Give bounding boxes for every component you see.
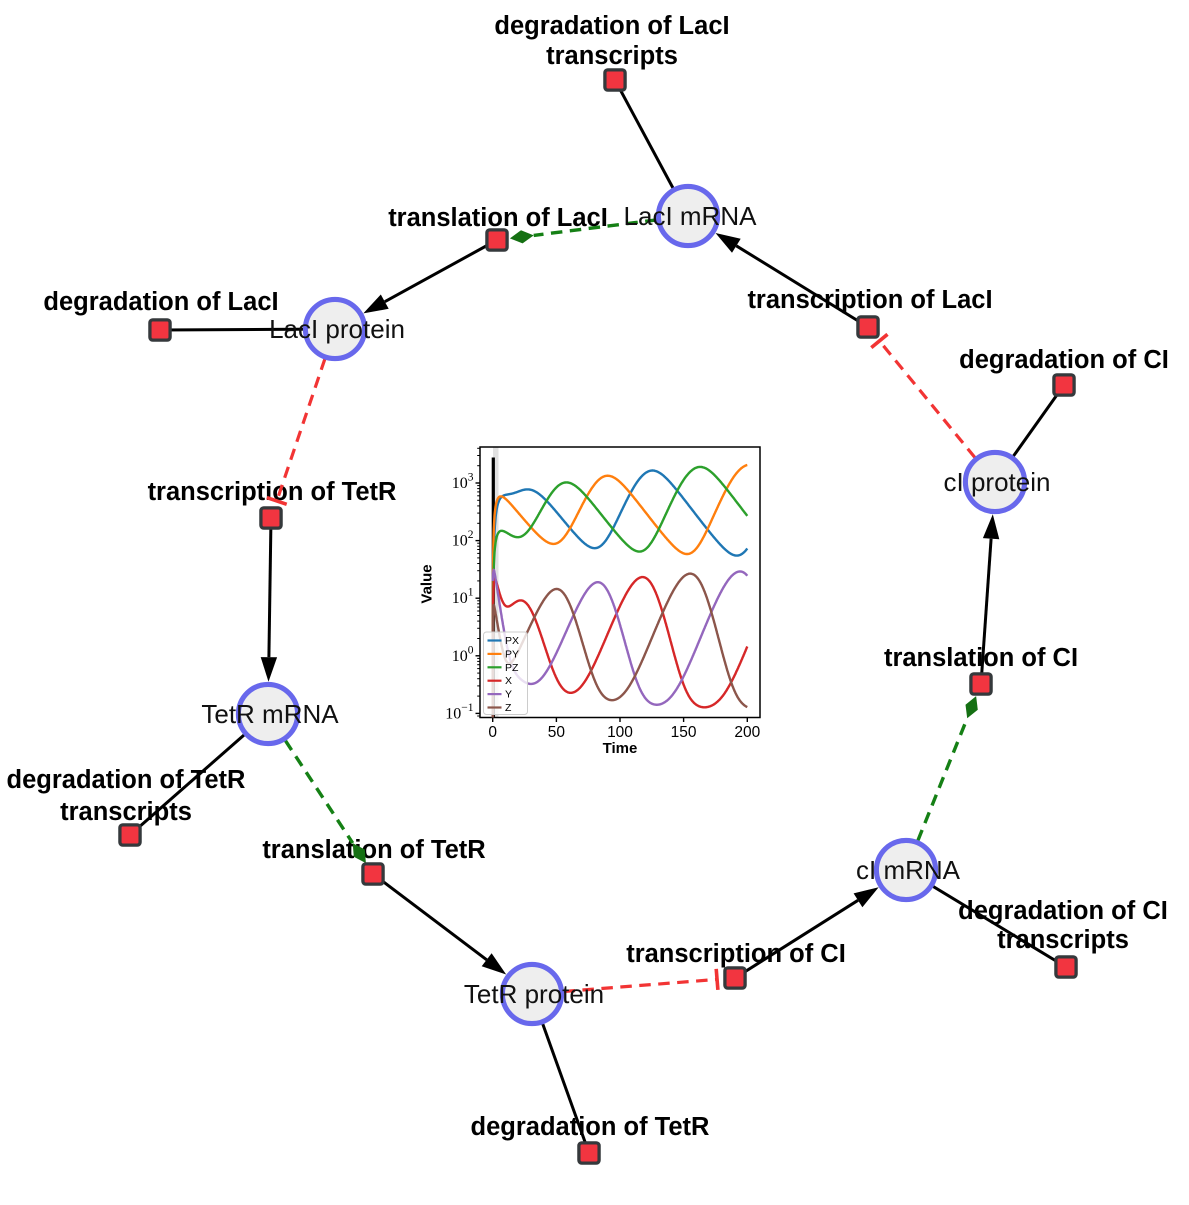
svg-text:LacI mRNA: LacI mRNA: [624, 201, 758, 231]
svg-text:transcripts: transcripts: [60, 798, 192, 826]
svg-text:PY: PY: [505, 648, 519, 660]
svg-text:PZ: PZ: [505, 662, 519, 674]
svg-text:103: 103: [452, 472, 474, 493]
svg-text:translation of TetR: translation of TetR: [262, 836, 485, 864]
svg-text:degradation of LacI: degradation of LacI: [43, 288, 278, 316]
svg-text:TetR mRNA: TetR mRNA: [201, 699, 339, 729]
svg-text:transcripts: transcripts: [997, 926, 1129, 954]
svg-text:cI mRNA: cI mRNA: [856, 855, 961, 885]
svg-text:transcription of CI: transcription of CI: [626, 940, 846, 968]
svg-text:cI protein: cI protein: [944, 467, 1051, 497]
svg-text:101: 101: [452, 587, 474, 608]
svg-text:Z: Z: [505, 702, 512, 714]
svg-text:transcription of LacI: transcription of LacI: [747, 286, 992, 314]
svg-text:translation of LacI: translation of LacI: [388, 204, 608, 232]
svg-text:degradation of CI: degradation of CI: [958, 897, 1168, 925]
svg-text:200: 200: [734, 724, 760, 741]
svg-text:100: 100: [452, 644, 474, 665]
svg-text:X: X: [505, 675, 512, 687]
svg-text:102: 102: [452, 529, 474, 550]
svg-text:degradation of TetR: degradation of TetR: [7, 766, 246, 794]
svg-text:transcripts: transcripts: [546, 42, 678, 70]
svg-text:PX: PX: [505, 635, 519, 647]
svg-text:degradation of TetR: degradation of TetR: [471, 1113, 710, 1141]
svg-text:0: 0: [488, 724, 497, 741]
svg-text:Y: Y: [505, 689, 512, 701]
svg-text:50: 50: [548, 724, 566, 741]
svg-text:LacI protein: LacI protein: [269, 314, 405, 344]
svg-text:10−1: 10−1: [445, 702, 473, 723]
svg-text:Value: Value: [419, 564, 436, 603]
svg-text:150: 150: [671, 724, 697, 741]
svg-text:100: 100: [607, 724, 633, 741]
svg-text:transcription of TetR: transcription of TetR: [148, 478, 397, 506]
svg-text:degradation of CI: degradation of CI: [959, 346, 1169, 374]
svg-text:degradation of LacI: degradation of LacI: [494, 12, 729, 40]
svg-text:TetR protein: TetR protein: [464, 979, 604, 1009]
svg-text:Time: Time: [603, 740, 638, 757]
